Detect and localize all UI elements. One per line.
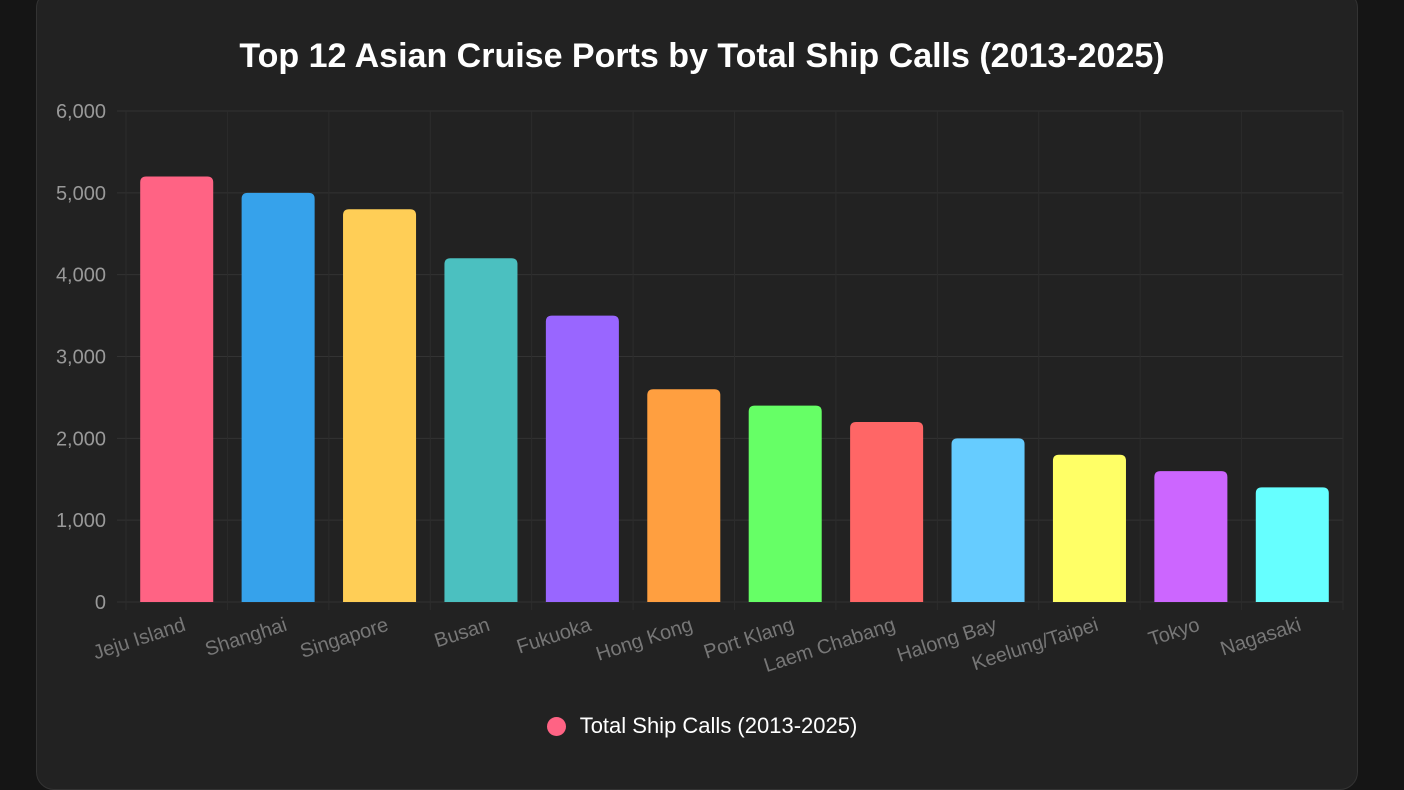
bar	[951, 438, 1025, 602]
y-tick-label: 3,000	[56, 347, 106, 369]
chart-title: Top 12 Asian Cruise Ports by Total Ship …	[239, 37, 1165, 75]
x-tick-label: Jeju Island	[91, 614, 189, 664]
x-tick-label: Busan	[432, 614, 493, 652]
bar	[1052, 454, 1126, 602]
x-tick-label: Shanghai	[202, 614, 289, 661]
legend[interactable]: Total Ship Calls (2013-2025)	[0, 713, 1404, 739]
y-tick-label: 4,000	[56, 265, 106, 287]
bar	[241, 192, 315, 603]
x-tick-label: Nagasaki	[1218, 614, 1304, 661]
x-tick-label: Singapore	[298, 614, 392, 663]
legend-label: Total Ship Calls (2013-2025)	[579, 713, 858, 738]
y-tick-label: 1,000	[56, 510, 106, 532]
bar	[343, 209, 417, 602]
x-tick-label: Tokyo	[1146, 614, 1202, 651]
bar	[444, 258, 518, 602]
bar-chart: 0 1,000 2,000 3,000 4,000 5,000 6,000 Jeju Isla…	[56, 101, 1344, 677]
x-tick-label: Fukuoka	[514, 614, 595, 659]
bar	[545, 315, 619, 602]
y-tick-label: 5,000	[56, 183, 106, 205]
y-tick-label: 2,000	[56, 428, 106, 450]
bar	[850, 421, 924, 602]
bar	[1154, 471, 1228, 602]
bar	[1255, 487, 1329, 602]
y-tick-label: 6,000	[56, 101, 106, 123]
legend-swatch	[546, 716, 566, 736]
x-tick-label: Hong Kong	[593, 614, 695, 666]
bar	[140, 176, 214, 602]
bar	[647, 389, 721, 602]
bar	[748, 405, 822, 602]
y-tick-label: 0	[95, 592, 106, 614]
